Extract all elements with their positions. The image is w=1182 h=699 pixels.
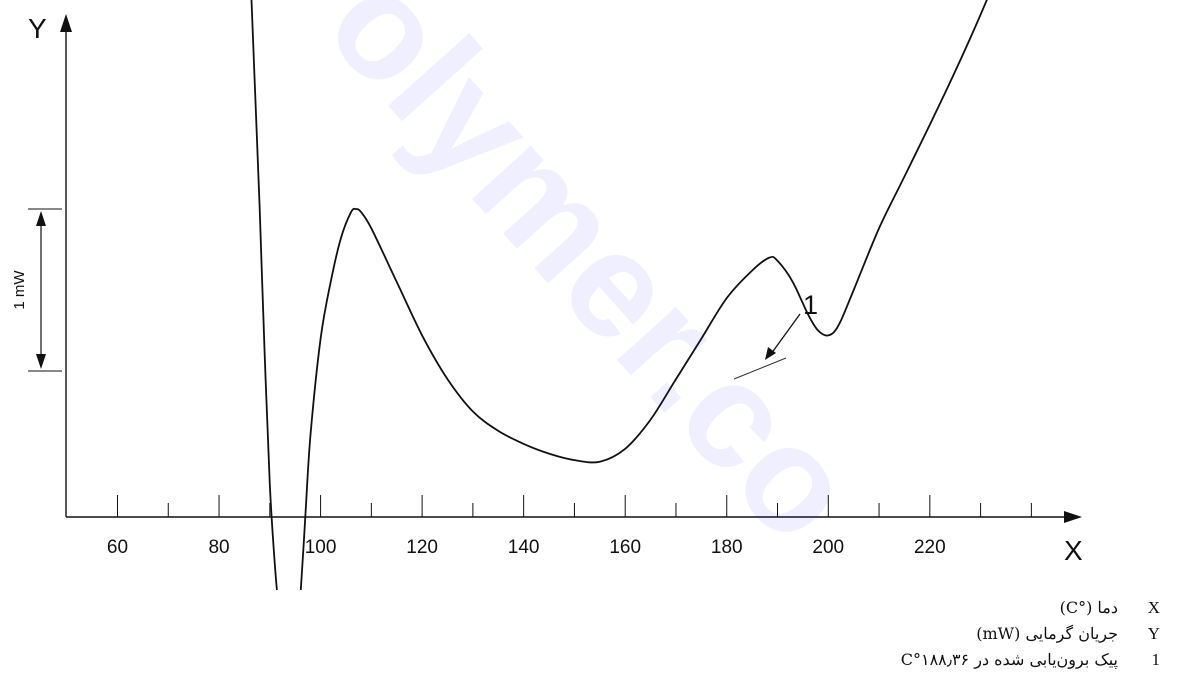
legend-key: X	[1147, 598, 1160, 617]
x-tick-label: 100	[305, 537, 337, 558]
legend-desc: پیک برون‌یابی شده در ۱۸۸٫۳۶°C	[900, 650, 1118, 669]
x-tick-labels: 60 80 100 120 140 160 180 200 220	[107, 537, 946, 558]
heat-flow-curve	[250, 0, 988, 590]
x-axis-label: X	[1064, 535, 1083, 566]
x-ticks	[117, 495, 1032, 517]
annotation-leader	[770, 313, 801, 355]
x-tick-label: 140	[508, 537, 540, 558]
scale-bar-label: 1 mW	[11, 270, 28, 310]
x-tick-label: 160	[609, 537, 641, 558]
annotation-arrowhead	[765, 347, 776, 360]
y-axis-arrow	[60, 14, 72, 32]
x-tick-label: 200	[812, 537, 844, 558]
legend-key: 1	[1151, 650, 1161, 669]
legend-key: Y	[1147, 624, 1160, 643]
y-axis-label: Y	[28, 13, 47, 44]
legend-row-y: جریان گرمایی (mW) Y	[760, 624, 1160, 650]
dsc-chart: X Y 60 80 100 120 140 160 180 200 220 1 mW 1	[11, 0, 1083, 590]
x-axis-arrow	[1064, 511, 1082, 523]
x-tick-label: 120	[406, 537, 438, 558]
peak-annotation: 1	[733, 290, 818, 380]
legend-row-1: پیک برون‌یابی شده در ۱۸۸٫۳۶°C 1	[760, 650, 1160, 676]
legend-desc: جریان گرمایی (mW)	[976, 624, 1118, 643]
x-tick-label: 80	[208, 537, 229, 558]
legend-desc: دما (°C)	[1059, 598, 1118, 617]
legend: دما (°C) X جریان گرمایی (mW) Y پیک برون‌…	[760, 598, 1160, 676]
annotation-label: 1	[803, 290, 818, 320]
x-tick-label: 180	[711, 537, 743, 558]
legend-row-x: دما (°C) X	[760, 598, 1160, 624]
x-tick-label: 60	[107, 537, 128, 558]
x-tick-label: 220	[914, 537, 946, 558]
scale-bar: 1 mW	[11, 208, 62, 372]
extrapolation-line	[733, 357, 787, 380]
